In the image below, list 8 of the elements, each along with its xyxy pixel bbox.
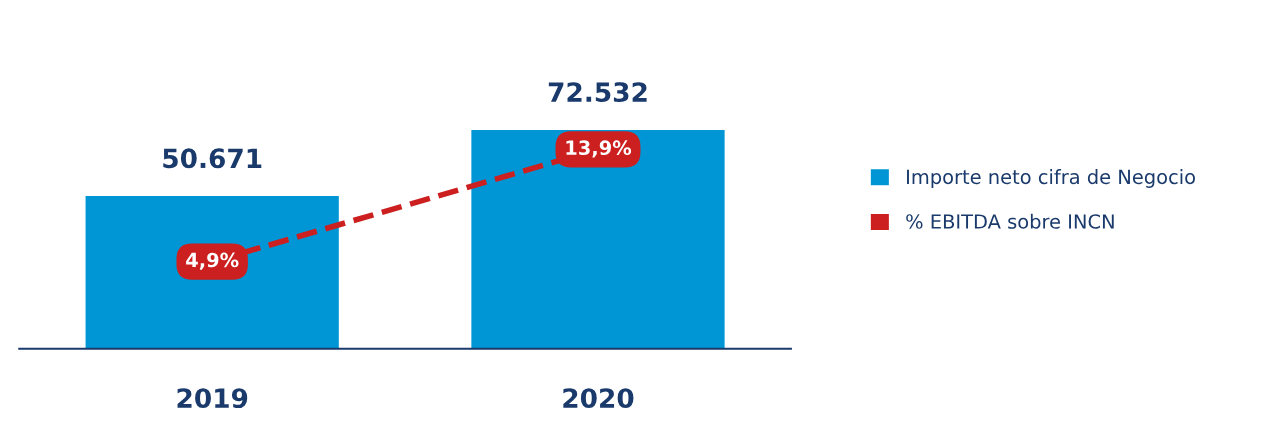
data-label: 50.671 — [163, 148, 262, 169]
x-tick-label: 2020 — [563, 388, 634, 409]
data-label: 72.532 — [548, 82, 647, 103]
x-tick-label: 2019 — [177, 388, 248, 409]
data-label: 13,9% — [566, 140, 632, 158]
data-label: 4,9% — [186, 252, 239, 270]
legend-label: % EBITDA sobre INCN — [906, 213, 1114, 229]
legend-label: Importe neto cifra de Negocio — [907, 169, 1195, 188]
